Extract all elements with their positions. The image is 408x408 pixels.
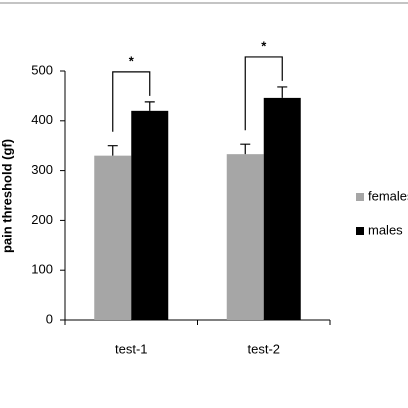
error-bar <box>107 145 118 156</box>
legend-label: males <box>368 222 403 237</box>
bar <box>131 110 169 320</box>
x-tick-label: test-2 <box>247 341 280 356</box>
y-tick-label: 200 <box>31 212 53 227</box>
error-bar <box>277 86 288 98</box>
error-bar <box>240 143 251 155</box>
annotation: * <box>261 38 267 53</box>
bar <box>263 97 301 320</box>
error-bar <box>144 101 155 111</box>
y-tick-label: 500 <box>31 62 53 77</box>
y-tick-label: 300 <box>31 162 53 177</box>
bar <box>226 154 264 320</box>
y-tick-label: 100 <box>31 262 53 277</box>
x-tick-label: test-1 <box>115 341 148 356</box>
annotation: * <box>129 53 135 68</box>
legend-label: females <box>368 188 408 203</box>
bar <box>94 155 132 320</box>
y-tick-label: 400 <box>31 112 53 127</box>
significance-bracket <box>112 71 151 132</box>
legend-swatch <box>356 193 364 201</box>
y-tick-label: 0 <box>46 311 53 326</box>
significance-bracket <box>244 56 283 131</box>
y-axis-label: pain threshold (gf) <box>0 139 14 253</box>
legend-swatch <box>356 227 364 235</box>
